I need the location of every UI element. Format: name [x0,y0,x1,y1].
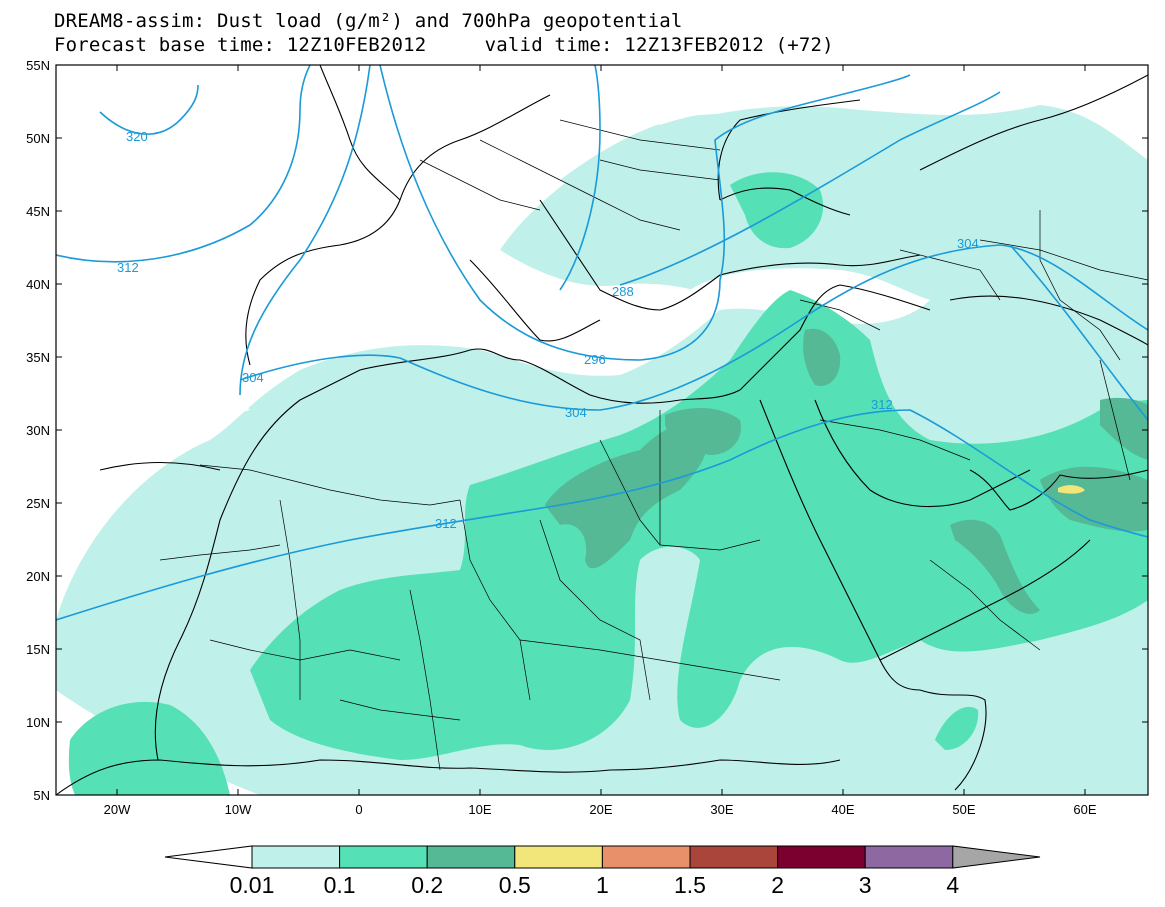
lon-label-10w: 10W [225,802,252,817]
colorbar-label: 4 [946,872,959,898]
colorbar-segment [426,845,516,869]
dust-free-europe [56,65,620,580]
longitude-axis: 20W 10W 0 10E 20E 30E 40E 50E 60E [104,65,1097,817]
colorbar: 0.01 0.1 0.2 0.5 1 1.5 2 3 4 [164,845,1041,898]
lat-label-35n: 35N [26,350,50,365]
colorbar-segment [514,845,603,869]
dust-region-low-north [560,113,889,205]
contour-label-312-central: 312 [435,516,457,531]
lat-label-15n: 15N [26,642,50,657]
map-title-line-1: DREAM8-assim: Dust load (g/m²) and 700hP… [54,10,683,32]
dust-region-high-iran [1100,397,1148,460]
dust-region-mid-caucasus [730,172,824,249]
dust-region-mid [250,290,1148,760]
colorbar-label: 3 [859,872,872,898]
colorbar-segment [689,845,779,869]
colorbar-label: 1 [596,872,609,898]
contour-label-320: 320 [126,129,148,144]
lat-label-20n: 20N [26,569,50,584]
lat-label-25n: 25N [26,496,50,511]
dust-region-high-sahara [545,420,709,569]
colorbar-segment [251,845,341,869]
lat-label-45n: 45N [26,204,50,219]
contour-labels: 320 312 304 296 288 304 312 304 312 [117,129,979,531]
colorbar-label: 2 [771,872,784,898]
dust-region-high-egypt [665,408,741,455]
lat-label-30n: 30N [26,423,50,438]
lon-label-10e: 10E [468,802,491,817]
contour-label-304-west: 304 [242,370,264,385]
geopotential-contours [56,65,1148,621]
colorbar-label: 0.5 [499,872,531,898]
lon-label-50e: 50E [952,802,975,817]
lat-label-10n: 10N [26,715,50,730]
map-title-line-2: Forecast base time: 12Z10FEB2012 valid t… [54,34,834,56]
lon-label-40e: 40E [831,802,854,817]
colorbar-label: 0.01 [230,872,275,898]
lat-label-55n: 55N [26,58,50,73]
colorbar-over-triangle [952,845,1041,869]
lat-label-50n: 50N [26,131,50,146]
contour-label-288: 288 [612,284,634,299]
lat-label-5n: 5N [33,788,50,803]
map-canvas: 320 312 304 296 288 304 312 304 312 [56,65,1148,795]
dust-region-peak [1058,485,1085,494]
lon-label-30e: 30E [710,802,733,817]
colorbar-segment [777,845,866,869]
dust-region-mid-guinea [68,701,231,795]
colorbar-segment [601,845,691,869]
colorbar-label: 0.2 [411,872,443,898]
colorbar-segment [339,845,428,869]
dust-region-high-levant [803,328,841,386]
contour-label-304-east: 304 [957,236,979,251]
contour-label-312-east: 312 [871,397,893,412]
colorbar-label: 0.1 [324,872,356,898]
lon-label-0: 0 [355,802,362,817]
coastlines [56,65,1148,795]
lon-label-60e: 60E [1073,802,1096,817]
lon-label-20e: 20E [589,802,612,817]
lat-label-40n: 40N [26,277,50,292]
contour-label-304-central: 304 [565,405,587,420]
colorbar-under-triangle [164,845,253,869]
dust-free-anatolia [690,268,930,324]
contour-label-296: 296 [584,352,606,367]
country-borders [159,119,1148,771]
contour-label-312-west: 312 [117,260,139,275]
latitude-axis: 55N 50N 45N 40N 35N 30N 25N 20N 15N 10N … [26,58,1148,803]
colorbar-segment [864,845,954,869]
dust-region-mid-horn [935,706,979,750]
dust-region-high-gulf [1040,466,1148,532]
lon-label-20w: 20W [104,802,131,817]
dust-free-east-europe [620,65,1148,150]
colorbar-label: 1.5 [674,872,706,898]
